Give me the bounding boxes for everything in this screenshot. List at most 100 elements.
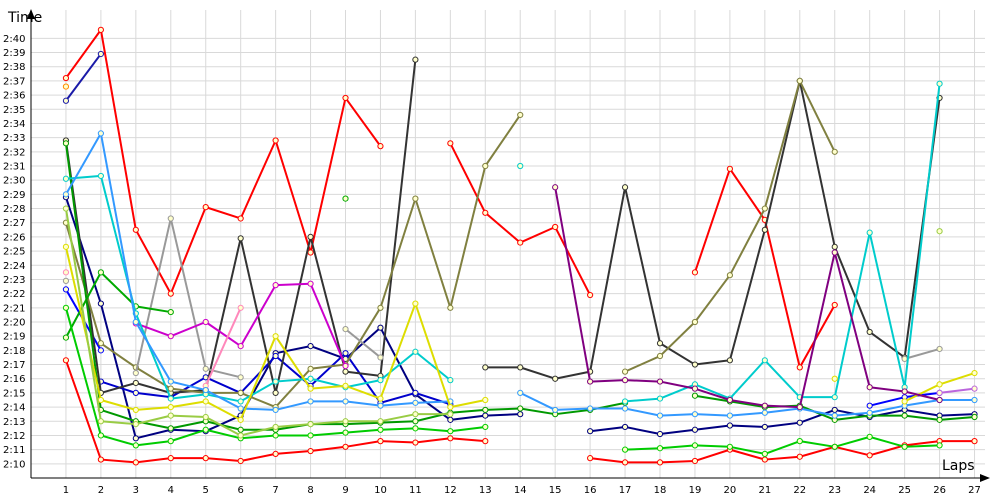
data-point [342, 195, 349, 202]
y-tick-labels: 2:10 2:11 2:12 2:13 2:14 2:15 2:16 2:17 2:18 2:19… [3, 34, 25, 470]
data-point [342, 398, 349, 405]
data-point [167, 215, 174, 222]
data-point [97, 130, 104, 137]
data-point [761, 450, 768, 457]
data-point [971, 438, 978, 445]
data-point [761, 357, 768, 364]
data-point [132, 421, 139, 428]
data-point [167, 403, 174, 411]
y-tick-label: 2:38 [3, 62, 25, 73]
y-tick-label: 2:13 [3, 417, 25, 428]
x-tick-label: 7 [272, 485, 278, 496]
x-tick-label: 24 [863, 485, 876, 496]
data-point [691, 411, 699, 418]
data-point [761, 205, 768, 212]
data-point [482, 423, 489, 431]
data-point [237, 457, 244, 465]
data-point [656, 445, 664, 452]
data-point [936, 416, 943, 423]
x-tick-label: 10 [374, 485, 387, 496]
data-point [342, 368, 349, 375]
data-point [272, 406, 279, 414]
data-point [552, 184, 559, 191]
data-point [237, 405, 244, 412]
data-point [377, 395, 384, 402]
data-point [621, 446, 629, 453]
data-point [517, 405, 524, 412]
x-tick-label: 22 [793, 485, 806, 496]
data-point [482, 406, 489, 414]
data-point [97, 300, 104, 307]
data-point [831, 375, 838, 382]
data-point [342, 350, 349, 357]
data-point [237, 235, 244, 242]
data-point [831, 243, 838, 250]
series-line [65, 271, 171, 339]
data-point [307, 375, 314, 382]
data-point [866, 402, 873, 409]
data-point [482, 364, 489, 371]
y-tick-label: 2:32 [3, 147, 25, 158]
data-point [167, 395, 174, 402]
data-point [621, 398, 629, 405]
x-tick-label: 26 [933, 485, 946, 496]
data-point [307, 365, 314, 372]
data-point [726, 165, 734, 172]
data-point [342, 418, 349, 425]
data-point [307, 385, 314, 392]
data-point [482, 438, 489, 445]
data-point [412, 418, 419, 425]
y-tick-label: 2:33 [3, 133, 25, 144]
data-point [307, 432, 314, 439]
x-tick-label: 12 [444, 485, 457, 496]
series-line [65, 132, 451, 411]
series-line [65, 28, 382, 295]
series-line [64, 196, 521, 440]
data-point [412, 300, 419, 307]
data-point [62, 357, 70, 364]
data-point [691, 269, 699, 276]
x-tick-label: 15 [549, 485, 562, 496]
data-point [691, 442, 699, 449]
y-tick-label: 2:10 [3, 459, 25, 470]
data-point [482, 162, 489, 170]
data-point [97, 340, 104, 347]
x-axis-title: Laps [942, 458, 975, 474]
data-point [866, 409, 873, 416]
data-point [342, 362, 349, 370]
data-point [447, 416, 454, 423]
data-point [971, 413, 978, 421]
y-tick-label: 2:18 [3, 346, 25, 357]
series-line [589, 408, 975, 436]
x-tick-label: 3 [133, 485, 139, 496]
y-tick-label: 2:34 [3, 119, 25, 130]
data-point [62, 277, 70, 284]
data-point [167, 425, 174, 432]
data-point [656, 352, 664, 360]
data-point [831, 394, 838, 401]
data-point [587, 378, 594, 385]
data-point [132, 318, 139, 326]
data-point [202, 398, 209, 405]
y-tick-label: 2:28 [3, 204, 25, 215]
data-point [377, 324, 384, 331]
data-point [167, 455, 174, 462]
series-4 [62, 83, 70, 90]
data-point [691, 361, 699, 368]
data-point [517, 364, 524, 371]
data-point [167, 378, 174, 385]
data-point [97, 26, 104, 33]
data-point [412, 195, 419, 202]
x-tick-label: 21 [758, 485, 771, 496]
data-point [726, 422, 734, 429]
data-point [691, 392, 699, 399]
data-point [621, 423, 629, 431]
data-point [971, 369, 978, 377]
data-point [517, 162, 524, 170]
data-point [447, 140, 454, 147]
data-point [97, 432, 104, 439]
data-point [656, 430, 664, 438]
data-point [517, 389, 524, 397]
data-point [97, 269, 104, 276]
data-point [377, 418, 384, 425]
